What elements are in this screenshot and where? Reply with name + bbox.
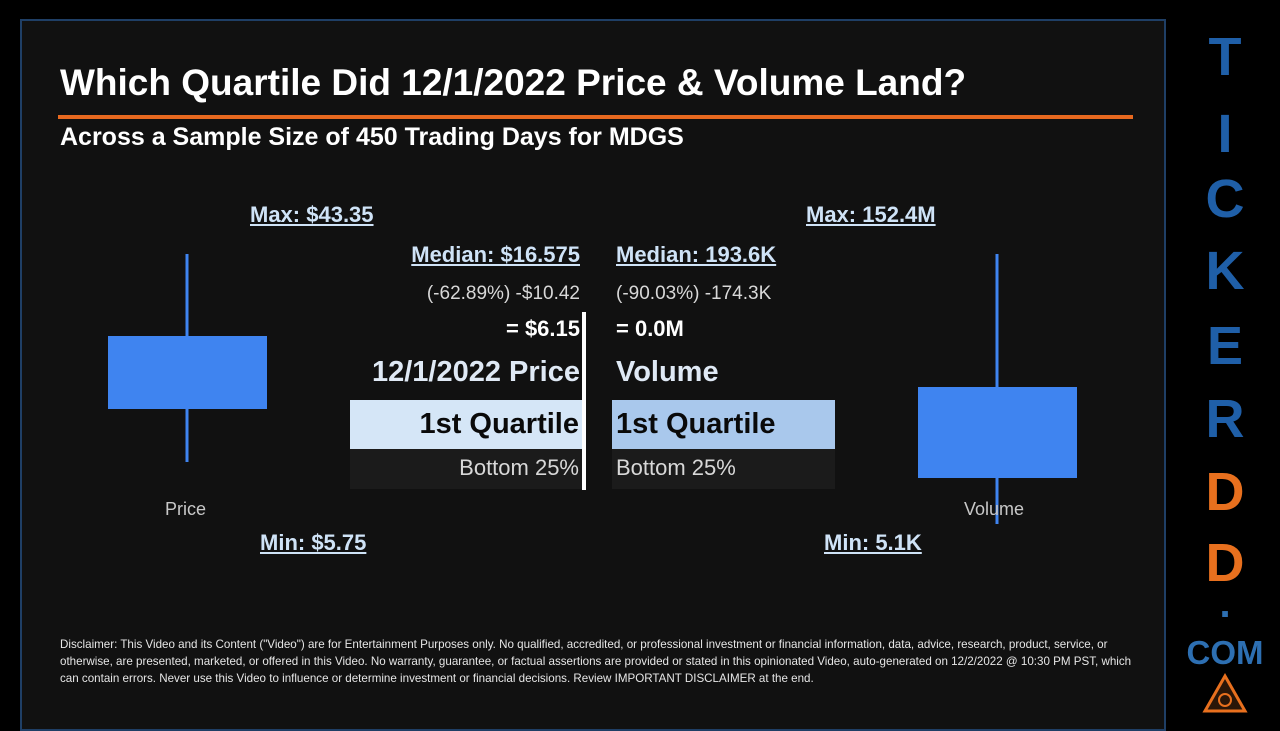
disclaimer-text: Disclaimer: This Video and its Content (… (60, 638, 1132, 685)
page-subtitle: Across a Sample Size of 450 Trading Days… (60, 123, 684, 151)
brand-letter-r: R (1205, 389, 1245, 449)
volume-range-text: Bottom 25% (616, 455, 736, 480)
price-min-label: Min: $5.75 (260, 530, 367, 555)
brand-letter-d2: D (1205, 533, 1245, 593)
price-equals-label: = $6.15 (505, 316, 580, 341)
center-divider (582, 312, 586, 490)
volume-box (918, 387, 1077, 478)
volume-range-badge: Bottom 25% (612, 449, 835, 489)
volume-date-label: Volume (616, 356, 719, 388)
price-box (108, 336, 267, 409)
brand-letter-d1: D (1205, 462, 1245, 522)
volume-max-label: Max: 152.4M (806, 202, 936, 227)
brand-dot: . (1219, 582, 1231, 626)
brand-letter-i: I (1217, 104, 1233, 164)
price-axis-label: Price (165, 499, 207, 519)
price-range-badge: Bottom 25% (350, 449, 582, 489)
warning-logo-icon (1202, 672, 1248, 713)
brand-com: COM (1186, 634, 1264, 671)
volume-quartile-badge: 1st Quartile (612, 400, 835, 449)
price-quartile-badge: 1st Quartile (350, 400, 582, 449)
brand-letter-t: T (1208, 27, 1242, 87)
page-title: Which Quartile Did 12/1/2022 Price & Vol… (60, 62, 967, 103)
price-quartile-text: 1st Quartile (419, 408, 579, 440)
volume-quartile-text: 1st Quartile (616, 408, 776, 440)
brand-letter-k: K (1205, 241, 1245, 301)
brand-letter-c: C (1205, 169, 1245, 229)
volume-change-label: (-90.03%) -174.3K (616, 283, 772, 304)
brand-column: T I C K E R D D . COM (1180, 22, 1280, 720)
volume-min-label: Min: 5.1K (824, 530, 922, 555)
price-median-label: Median: $16.575 (411, 242, 580, 267)
brand-letter-e: E (1206, 316, 1244, 376)
volume-equals-label: = 0.0M (616, 316, 684, 341)
title-underline (58, 115, 1133, 119)
price-change-label: (-62.89%) -$10.42 (426, 283, 580, 304)
price-date-label: 12/1/2022 Price (371, 356, 580, 388)
volume-median-label: Median: 193.6K (616, 242, 777, 267)
price-range-text: Bottom 25% (459, 455, 579, 480)
volume-axis-label: Volume (964, 499, 1025, 519)
price-max-label: Max: $43.35 (250, 202, 374, 227)
